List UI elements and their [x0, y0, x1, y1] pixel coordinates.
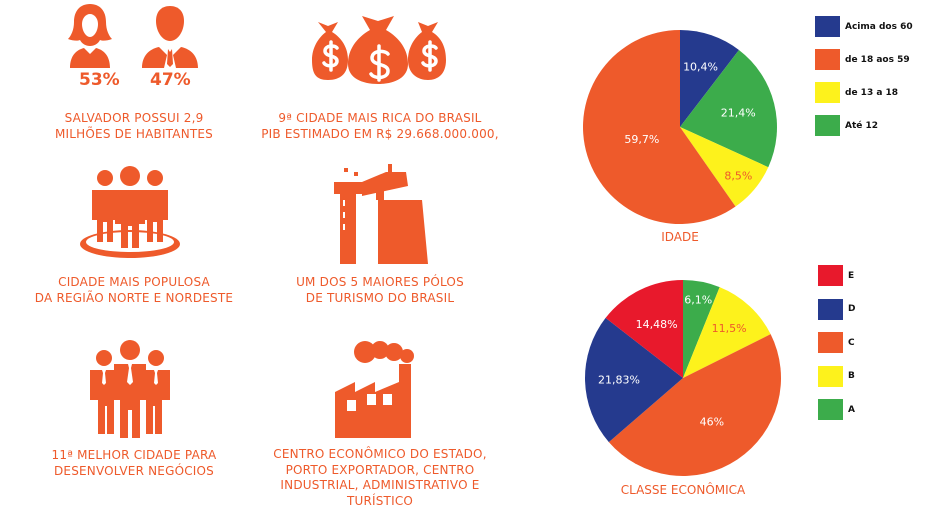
caption-line: TURÍSTICO [346, 493, 414, 508]
caption-line: DA REGIÃO NORTE E NORDESTE [34, 291, 234, 305]
caption-line: 9ª CIDADE MAIS RICA DO BRASIL [278, 111, 482, 125]
legend-swatch [818, 265, 843, 286]
caption-line: UM DOS 5 MAIORES PÓLOS [296, 275, 464, 289]
caption-line: PORTO EXPORTADOR, CENTRO [285, 462, 475, 477]
class-chart-legend: E D C B A [818, 265, 878, 425]
pie-slice [605, 280, 683, 378]
women-percentage: 53% [79, 70, 120, 90]
legend-entry: Até 12 [815, 115, 878, 136]
caption-line: PIB ESTIMADO EM R$ 29.668.000.000, [261, 127, 499, 141]
business-people-icon [90, 340, 170, 438]
pie-slice [680, 30, 739, 127]
legend-entry: D [818, 298, 856, 320]
factory-icon [335, 341, 414, 438]
legend-entry: de 18 aos 59 [815, 49, 910, 70]
legend-label: C [848, 337, 855, 348]
legend-swatch [815, 82, 840, 103]
class-chart-title: CLASSE ECONÔMICA [620, 483, 746, 497]
populous-caption: CIDADE MAIS POPULOSA DA REGIÃO NORTE E N… [24, 274, 244, 306]
legend-entry: A [818, 399, 855, 420]
legend-label: E [848, 270, 855, 281]
pie-slice-label: 6,1% [684, 293, 712, 306]
men-percentage: 47% [150, 70, 191, 90]
age-pie-chart: 10,4% 21,4% 8,5% 59,7% [583, 30, 777, 224]
legend-label: Até 12 [845, 120, 879, 131]
legend-swatch [818, 365, 843, 387]
pie-slice-label: 8,5% [724, 170, 752, 183]
caption-line: DESENVOLVER NEGÓCIOS [53, 464, 215, 478]
caption-line: CIDADE MAIS POPULOSA [58, 275, 210, 289]
legend-label: A [848, 404, 855, 415]
legend-entry: B [818, 365, 855, 387]
legend-label: D [848, 304, 856, 314]
pie-slice [583, 30, 736, 224]
legend-swatch [818, 332, 843, 353]
pie-slice-label: 10,4% [683, 60, 718, 73]
caption-line: CENTRO ECONÔMICO DO ESTADO, [273, 447, 487, 461]
pie-slice [683, 287, 771, 378]
pie-slice [680, 49, 777, 168]
age-chart-legend: Acima dos 60 de 18 aos 59 de 13 a 18 Até 12 [815, 16, 935, 142]
wealth-caption: 9ª CIDADE MAIS RICA DO BRASIL PIB ESTIMA… [250, 110, 510, 142]
legend-swatch [818, 298, 843, 320]
pie-slice [683, 280, 720, 378]
age-chart-title: IDADE [661, 230, 699, 244]
legend-swatch [815, 16, 840, 37]
pie-slice [585, 317, 683, 443]
legend-label: de 13 a 18 [845, 87, 899, 98]
money-bags-icon [312, 16, 446, 84]
legend-entry: E [818, 265, 854, 286]
caption-line: MILHÕES DE HABITANTES [54, 127, 213, 141]
pie-slice-label: 11,5% [712, 322, 747, 335]
women-men-icon [68, 4, 198, 68]
legend-entry: Acima dos 60 [815, 16, 913, 37]
caption-line: 11ª MELHOR CIDADE PARA [51, 448, 217, 462]
pie-slice [608, 334, 781, 476]
business-caption: 11ª MELHOR CIDADE PARA DESENVOLVER NEGÓC… [24, 447, 244, 479]
pie-slice [680, 127, 769, 207]
legend-entry: de 13 a 18 [815, 82, 898, 103]
legend-entry: C [818, 332, 855, 353]
legend-swatch [815, 115, 840, 136]
pie-slice-label: 21,4% [721, 106, 756, 119]
tourism-caption: UM DOS 5 MAIORES PÓLOS DE TURISMO DO BRA… [270, 274, 490, 306]
caption-line: INDUSTRIAL, ADMINISTRATIVO E [280, 478, 480, 492]
pie-slice-label: 21,83% [598, 374, 640, 387]
economy-caption: CENTRO ECONÔMICO DO ESTADO, PORTO EXPORT… [264, 447, 496, 509]
legend-label: de 18 aos 59 [845, 54, 910, 65]
pie-slice-label: 46% [700, 415, 724, 428]
pie-slice-label: 59,7% [624, 133, 659, 146]
caption-line: SALVADOR POSSUI 2,9 [64, 111, 204, 125]
legend-label: Acima dos 60 [845, 21, 913, 32]
caption-line: DE TURISMO DO BRASIL [305, 291, 455, 305]
legend-label: B [848, 371, 855, 381]
people-group-icon [80, 166, 180, 258]
lighthouse-icon [334, 164, 428, 264]
class-pie-chart: 6,1% 11,5% 46% 21,83% 14,48% [585, 280, 781, 476]
population-caption: SALVADOR POSSUI 2,9 MILHÕES DE HABITANTE… [34, 110, 234, 142]
legend-swatch [815, 49, 840, 70]
legend-swatch [818, 399, 843, 420]
pie-slice-label: 14,48% [636, 318, 678, 331]
